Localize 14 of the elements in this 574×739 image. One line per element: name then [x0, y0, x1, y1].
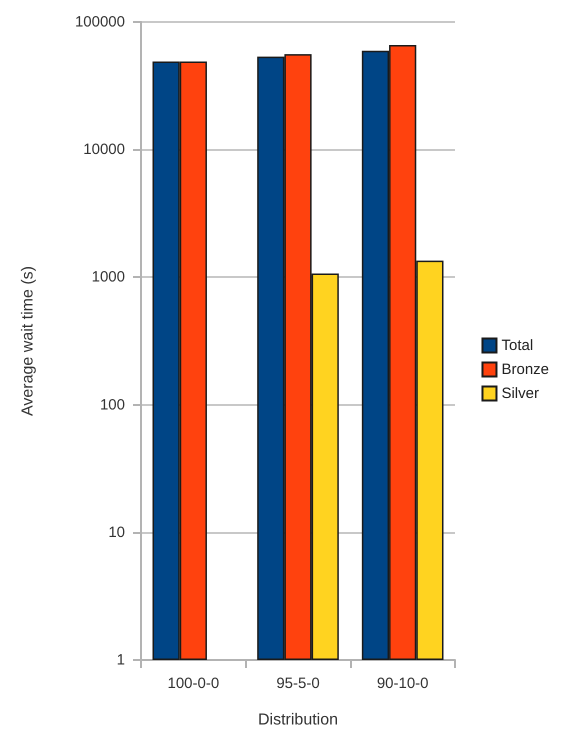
y-tick-label: 1: [116, 652, 125, 668]
legend-label: Silver: [501, 385, 539, 402]
y-tick-label: 1000: [92, 268, 125, 286]
y-tick-label: 10000: [83, 141, 125, 158]
y-tick-label: 100000: [74, 14, 125, 30]
x-tick-label: 90-10-0: [376, 675, 429, 692]
legend-label: Total: [501, 337, 534, 354]
legend-label: Bronze: [501, 361, 550, 378]
y-tick-label: 10: [108, 524, 125, 541]
x-tick-label: 100-0-0: [167, 675, 220, 692]
x-axis-title: Distribution: [258, 712, 338, 728]
y-axis-title: Average wait time (s): [20, 266, 36, 416]
y-tick-label: 100: [100, 396, 125, 414]
x-tick-label: 95-5-0: [276, 675, 320, 692]
